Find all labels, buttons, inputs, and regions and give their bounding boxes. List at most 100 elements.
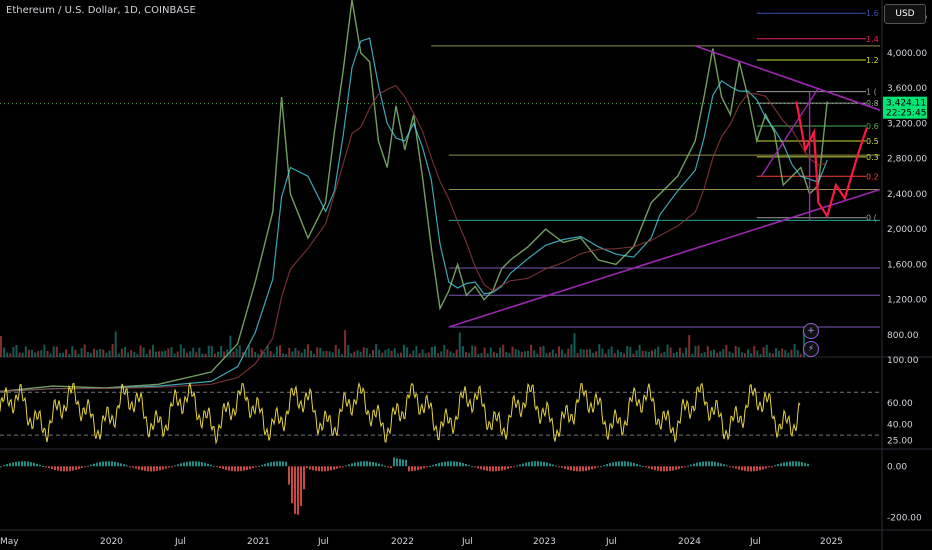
volume-bar xyxy=(483,347,486,357)
volume-bar xyxy=(511,346,514,357)
macd-bar xyxy=(750,466,752,472)
macd-bar xyxy=(489,466,491,472)
macd-bar xyxy=(360,461,362,467)
macd-bar xyxy=(564,466,566,469)
macd-bar xyxy=(66,466,68,472)
macd-bar xyxy=(294,466,296,514)
macd-bar xyxy=(312,466,314,471)
macd-bar xyxy=(69,466,71,472)
volume-bar xyxy=(359,351,362,357)
macd-bar xyxy=(186,461,188,467)
macd-bar xyxy=(609,463,611,467)
macd-bar xyxy=(732,466,734,468)
macd-bar xyxy=(588,466,590,471)
macd-bar xyxy=(789,461,791,467)
volume-bar xyxy=(390,350,393,357)
volume-bar xyxy=(12,346,15,357)
macd-bar xyxy=(291,466,293,504)
volume-bar xyxy=(446,349,449,357)
macd-bar xyxy=(213,465,215,467)
macd-bar xyxy=(426,466,428,468)
macd-bar xyxy=(765,466,767,469)
volume-bar xyxy=(660,353,663,357)
macd-bar xyxy=(78,466,80,470)
macd-bar xyxy=(444,461,446,467)
volume-bar xyxy=(768,352,771,357)
macd-bar xyxy=(699,462,701,467)
volume-bar xyxy=(344,330,347,357)
volume-bar xyxy=(46,350,49,357)
volume-bar xyxy=(303,349,306,357)
macd-bar xyxy=(273,461,275,467)
macd-bar xyxy=(570,466,572,471)
volume-bar xyxy=(155,351,157,357)
volume-bar xyxy=(700,353,703,357)
lightning-icon[interactable]: ⚡ xyxy=(803,341,819,357)
macd-bar xyxy=(669,466,671,472)
macd-bar xyxy=(495,466,497,472)
volume-bar xyxy=(706,346,709,357)
macd-bar xyxy=(330,466,332,471)
macd-bar xyxy=(624,461,626,467)
volume-bar xyxy=(567,348,570,357)
currency-button[interactable]: USD xyxy=(884,4,926,24)
volume-bar xyxy=(257,353,260,357)
macd-bar xyxy=(105,461,107,467)
macd-bar xyxy=(9,463,11,467)
volume-bar xyxy=(607,349,610,357)
macd-bar xyxy=(210,464,212,467)
price-line xyxy=(0,0,828,393)
macd-bar xyxy=(153,466,155,472)
plus-circle-icon[interactable]: + xyxy=(803,323,819,339)
volume-bar xyxy=(427,352,430,357)
macd-bar xyxy=(246,466,248,470)
volume-bar xyxy=(173,353,176,357)
macd-bar xyxy=(198,461,200,467)
macd-bar xyxy=(714,461,716,467)
volume-bar xyxy=(632,353,635,357)
volume-bar xyxy=(189,351,192,357)
macd-bar xyxy=(384,465,386,467)
macd-bar xyxy=(21,461,23,467)
current-price-badge xyxy=(883,96,927,119)
macd-bar xyxy=(672,466,674,471)
volume-bar xyxy=(96,350,99,357)
macd-bar xyxy=(381,464,383,467)
price-axis-tick: 1,200.00 xyxy=(887,296,927,306)
volume-bar xyxy=(130,350,133,357)
macd-bar xyxy=(54,466,56,471)
volume-bar xyxy=(272,353,275,357)
macd-bar xyxy=(84,466,86,468)
macd-bar xyxy=(27,461,29,467)
macd-bar xyxy=(711,461,713,467)
macd-bar xyxy=(264,463,266,467)
macd-bar xyxy=(354,462,356,467)
volume-bar xyxy=(458,332,461,357)
volume-bar xyxy=(759,353,762,357)
volume-bar xyxy=(613,353,616,357)
volume-bar xyxy=(694,346,697,357)
macd-bar xyxy=(3,465,5,467)
macd-bar xyxy=(402,459,404,467)
volume-bar xyxy=(703,352,706,357)
macd-bar xyxy=(72,466,74,471)
macd-bar xyxy=(510,466,512,468)
macd-bar xyxy=(48,466,50,469)
macd-bar xyxy=(99,462,101,467)
macd-bar xyxy=(648,466,650,469)
macd-bar xyxy=(738,466,740,470)
volume-bar xyxy=(480,352,483,357)
macd-bar xyxy=(438,462,440,467)
volume-bar xyxy=(353,351,356,357)
volume-bar xyxy=(455,349,458,357)
volume-bar xyxy=(570,344,573,357)
macd-bar xyxy=(537,461,539,467)
volume-bar xyxy=(517,350,520,357)
macd-bar xyxy=(102,461,104,467)
price-axis-tick: 1,600.00 xyxy=(887,260,927,270)
trendline xyxy=(448,188,881,328)
volume-bar xyxy=(235,348,238,357)
macd-bar xyxy=(399,459,401,467)
volume-bar xyxy=(461,346,464,357)
